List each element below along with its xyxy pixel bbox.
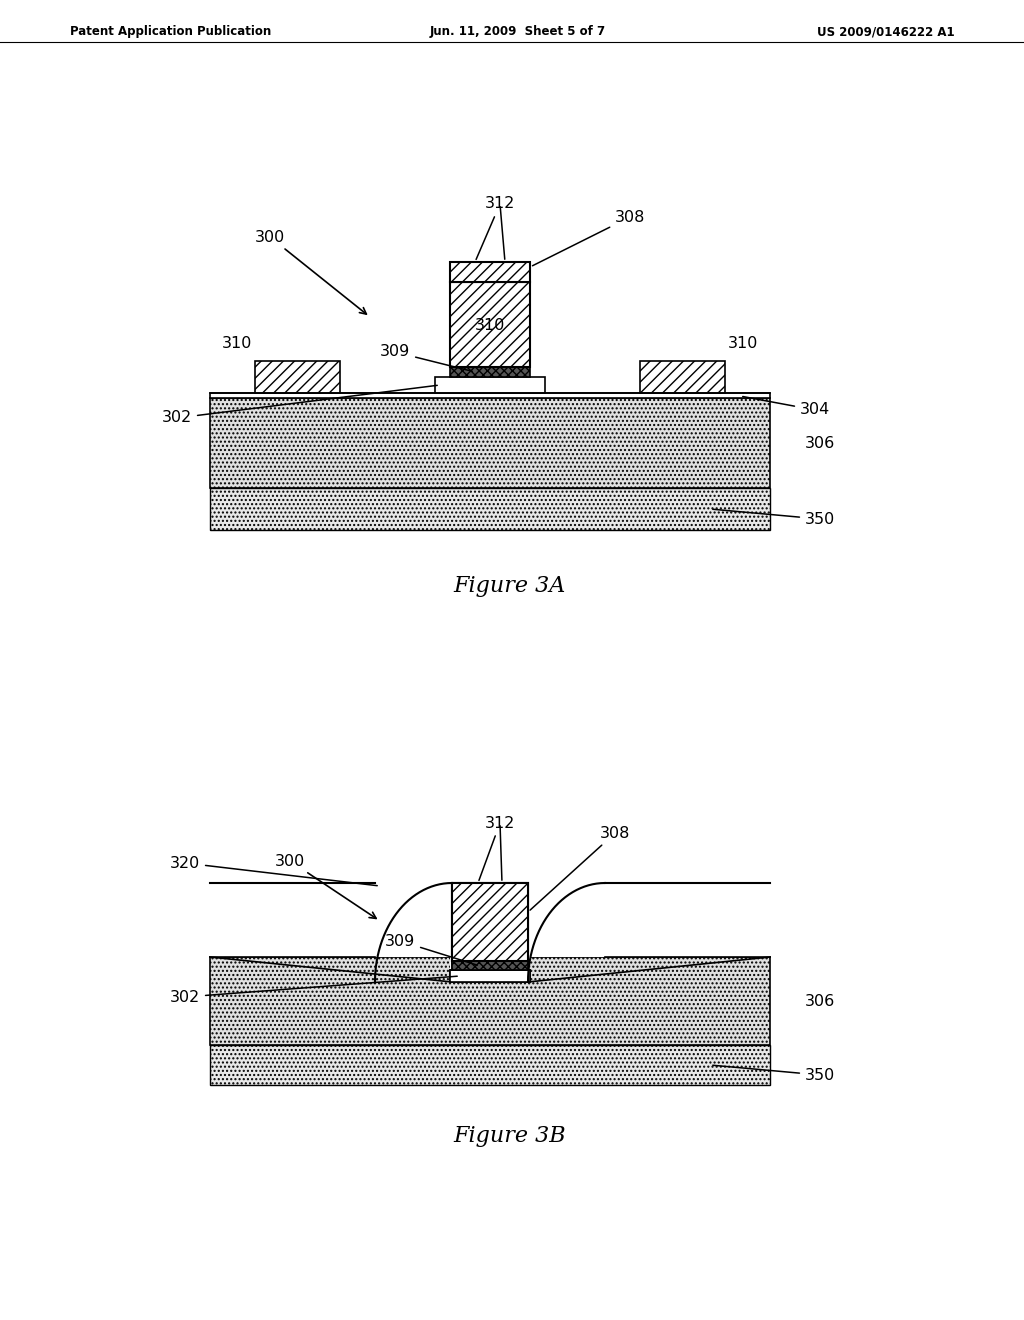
Bar <box>435 378 545 393</box>
Text: 309: 309 <box>380 345 472 371</box>
Bar <box>452 961 528 970</box>
Text: 320: 320 <box>170 855 377 886</box>
Text: 310: 310 <box>222 335 252 351</box>
Text: 312: 312 <box>476 197 515 260</box>
Bar <box>452 883 528 961</box>
Bar <box>450 367 530 378</box>
Text: 306: 306 <box>805 436 836 450</box>
Text: 302: 302 <box>170 977 458 1005</box>
Text: 350: 350 <box>713 1065 836 1082</box>
Text: 306: 306 <box>805 994 836 1008</box>
Bar <box>452 883 528 961</box>
Text: Figure 3B: Figure 3B <box>454 1125 566 1147</box>
Text: 308: 308 <box>530 825 631 909</box>
Text: 300: 300 <box>255 230 367 314</box>
Bar <box>450 970 530 982</box>
Text: Figure 3A: Figure 3A <box>454 576 566 597</box>
Bar <box>452 961 528 970</box>
Text: US 2009/0146222 A1: US 2009/0146222 A1 <box>817 25 955 38</box>
Text: 304: 304 <box>742 396 830 417</box>
Text: 309: 309 <box>385 933 477 965</box>
Bar <box>450 261 530 282</box>
Bar <box>210 1045 770 1085</box>
Bar <box>210 957 770 1045</box>
Bar <box>210 399 770 488</box>
Text: 350: 350 <box>713 510 836 527</box>
Text: Patent Application Publication: Patent Application Publication <box>70 25 271 38</box>
Bar <box>450 970 530 982</box>
Bar <box>255 360 340 393</box>
Text: 310: 310 <box>475 318 505 333</box>
Text: 300: 300 <box>274 854 376 919</box>
Text: 310: 310 <box>728 335 758 351</box>
Bar <box>450 957 530 982</box>
Bar <box>210 488 770 531</box>
Bar <box>640 360 725 393</box>
Text: 308: 308 <box>532 210 645 265</box>
Bar <box>210 880 770 957</box>
Bar <box>210 393 770 399</box>
Text: 302: 302 <box>162 385 437 425</box>
Bar <box>450 282 530 367</box>
Text: 312: 312 <box>479 816 515 880</box>
Text: Jun. 11, 2009  Sheet 5 of 7: Jun. 11, 2009 Sheet 5 of 7 <box>430 25 606 38</box>
